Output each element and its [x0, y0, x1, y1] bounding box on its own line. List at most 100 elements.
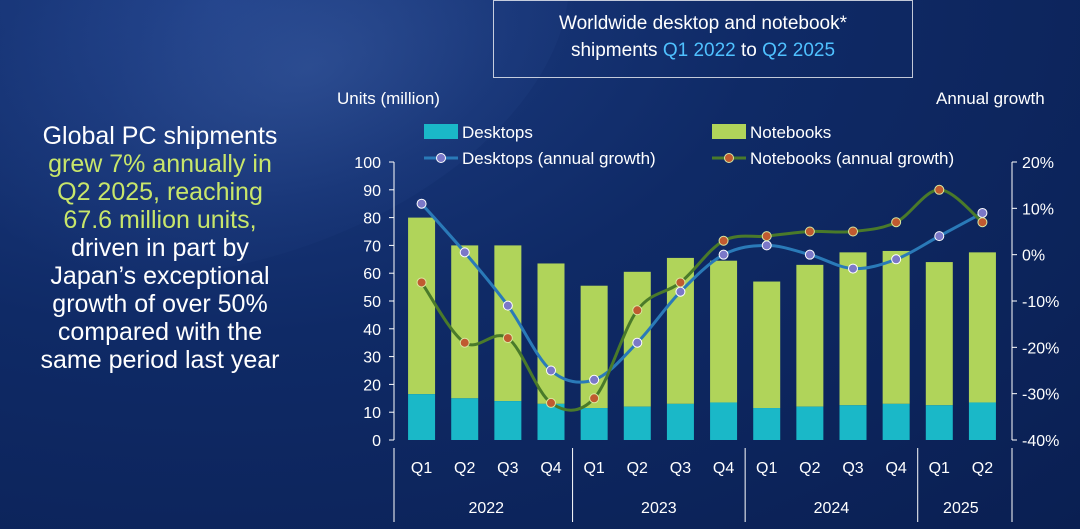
- legend-desktops-label: Desktops: [462, 123, 533, 142]
- x-axis-year-label: 2023: [641, 500, 677, 517]
- desktops-bar: [882, 403, 910, 440]
- chart-title: Worldwide desktop and notebook* shipment…: [493, 0, 913, 78]
- right-axis-tick-label: 0%: [1022, 248, 1045, 265]
- headline-line-8: compared with the: [57, 318, 263, 346]
- title-text-c: to: [735, 40, 763, 61]
- right-axis-tick-label: -30%: [1022, 387, 1059, 404]
- notebooks-growth-point: [848, 226, 858, 237]
- notebooks-bar: [753, 281, 781, 409]
- notebooks-bar: [968, 252, 996, 403]
- left-axis-tick-label: 50: [363, 294, 381, 311]
- notebooks-bar: [451, 245, 479, 399]
- notebooks-bar: [408, 217, 436, 395]
- notebooks-growth-point: [502, 333, 513, 344]
- legend-desktops-swatch: [424, 124, 458, 139]
- left-axis-tick-label: 90: [363, 183, 381, 200]
- notebooks-bar: [537, 263, 565, 404]
- headline-line-3: Q2 2025, reaching: [57, 178, 263, 206]
- x-axis-quarter-label: Q4: [713, 460, 734, 477]
- desktops-bar: [925, 405, 953, 440]
- legend-desktops-growth-marker: [436, 153, 446, 163]
- headline-line-9: same period last year: [40, 346, 280, 374]
- headline-line-2: grew 7% annually in: [48, 150, 272, 178]
- x-axis-quarter-label: Q3: [842, 460, 863, 477]
- headline-line-6: Japan’s exceptional: [50, 262, 270, 290]
- right-axis-tick-label: 10%: [1022, 201, 1054, 218]
- legend-notebooks-swatch: [712, 124, 746, 139]
- notebooks-growth-point: [934, 184, 945, 195]
- x-axis-year-label: 2022: [468, 500, 504, 517]
- desktops-growth-point: [934, 231, 945, 242]
- desktops-bar: [408, 394, 436, 440]
- left-axis-tick-label: 100: [354, 155, 381, 172]
- left-axis-tick-label: 80: [363, 211, 381, 228]
- notebooks-bar: [710, 260, 738, 403]
- headline-line-5: driven in part by: [71, 234, 249, 262]
- desktops-growth-point: [891, 254, 902, 265]
- notebooks-growth-point: [546, 397, 556, 408]
- notebooks-growth-point: [589, 393, 600, 404]
- legend-notebooks-growth-marker: [724, 153, 734, 163]
- desktops-growth-point: [546, 365, 556, 376]
- title-end-period: Q2 2025: [762, 40, 836, 61]
- right-axis-label: Annual growth: [936, 89, 1045, 108]
- left-axis-tick-label: 40: [363, 322, 381, 339]
- notebooks-growth-point: [891, 217, 902, 228]
- notebooks-growth-point: [761, 231, 772, 242]
- right-axis-tick-label: -20%: [1022, 340, 1059, 357]
- x-axis-year-label: 2024: [814, 500, 850, 517]
- notebooks-growth-point: [459, 337, 470, 348]
- desktops-growth-point: [848, 263, 858, 274]
- desktops-growth-point: [502, 300, 513, 311]
- headline-text: Global PC shipments grew 7% annually in …: [10, 122, 310, 374]
- desktops-bar: [968, 402, 996, 440]
- chart-title-line-2: shipments Q1 2022 to Q2 2025: [494, 37, 912, 64]
- notebooks-bar: [839, 252, 867, 406]
- left-axis-tick-label: 10: [363, 405, 381, 422]
- desktops-growth-point: [589, 374, 600, 385]
- notebooks-growth-point: [718, 235, 729, 246]
- desktops-bar: [494, 401, 522, 440]
- x-axis-quarter-label: Q1: [583, 460, 604, 477]
- notebooks-bar: [882, 250, 910, 404]
- desktops-growth-point: [977, 207, 988, 218]
- x-axis-quarter-label: Q4: [540, 460, 561, 477]
- title-start-period: Q1 2022: [662, 40, 736, 61]
- left-axis-tick-label: 0: [372, 433, 381, 450]
- x-axis-quarter-label: Q1: [756, 460, 777, 477]
- right-axis-tick-label: -40%: [1022, 433, 1059, 450]
- headline-line-1: Global PC shipments: [42, 122, 278, 150]
- left-axis-tick-label: 30: [363, 350, 381, 367]
- desktops-growth-point: [632, 337, 643, 348]
- left-axis-label: Units (million): [337, 89, 440, 108]
- desktops-bar: [537, 403, 565, 440]
- x-axis-quarter-label: Q2: [627, 460, 648, 477]
- title-text-a: shipments: [570, 40, 663, 61]
- right-axis-tick-label: -10%: [1022, 294, 1059, 311]
- x-axis-quarter-label: Q3: [670, 460, 691, 477]
- desktops-growth-point: [804, 249, 815, 260]
- notebooks-bar: [796, 264, 824, 407]
- desktops-bar: [796, 406, 824, 440]
- left-axis-tick-label: 60: [363, 266, 381, 283]
- headline-line-4: 67.6 million units,: [63, 206, 257, 234]
- desktops-growth-point: [718, 249, 729, 260]
- right-axis-tick-label: 20%: [1022, 155, 1054, 172]
- x-axis-quarter-label: Q1: [929, 460, 950, 477]
- notebooks-bar: [925, 262, 953, 406]
- x-axis-quarter-label: Q2: [972, 460, 993, 477]
- desktops-bar: [839, 405, 867, 440]
- left-axis-tick-label: 20: [363, 377, 381, 394]
- headline-line-7: growth of over 50%: [52, 290, 268, 318]
- notebooks-growth-point: [632, 305, 643, 316]
- x-axis-quarter-label: Q2: [454, 460, 475, 477]
- legend-desktops-growth-label: Desktops (annual growth): [462, 149, 656, 168]
- desktops-growth-point: [675, 286, 686, 297]
- legend-notebooks-label: Notebooks: [750, 123, 831, 142]
- notebooks-bar: [580, 285, 608, 409]
- desktops-growth-point: [761, 240, 772, 251]
- desktops-bar: [580, 408, 608, 440]
- x-axis-year-label: 2025: [943, 500, 979, 517]
- notebooks-growth-point: [675, 277, 686, 288]
